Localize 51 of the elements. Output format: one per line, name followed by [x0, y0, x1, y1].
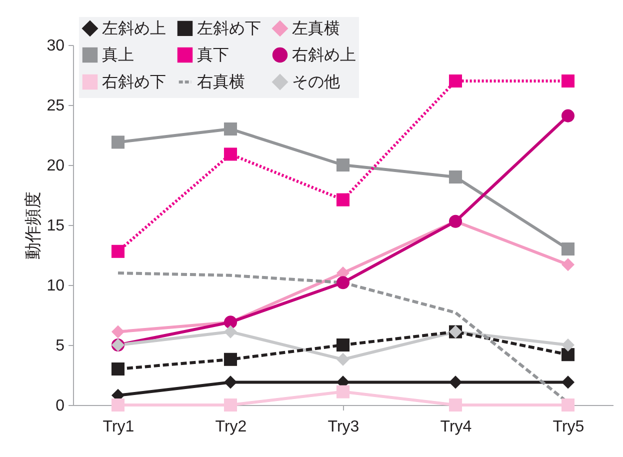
point [561, 258, 575, 272]
legend-label: 左真横 [292, 19, 340, 38]
point [224, 352, 238, 366]
legend-label: 右斜め上 [292, 46, 356, 64]
point [224, 325, 238, 338]
point [448, 376, 462, 389]
y-tick-label: 10 [46, 278, 65, 294]
legend-label: 真下 [197, 46, 229, 64]
point [224, 376, 238, 389]
point [336, 193, 350, 206]
point [111, 244, 125, 258]
point [111, 325, 125, 338]
legend-label: 右斜め下 [102, 74, 166, 91]
y-axis-title: 動作頻度 [24, 192, 43, 260]
y-tick-label: 5 [56, 338, 65, 354]
point [561, 376, 575, 389]
legend-label: 左斜め上 [102, 19, 166, 38]
x-tick-label: Try2 [215, 418, 247, 436]
point [561, 109, 575, 122]
point [336, 352, 350, 366]
point [561, 338, 575, 352]
point [224, 122, 238, 136]
point [561, 74, 575, 88]
point [336, 338, 350, 352]
x-tick-label: Try3 [328, 418, 360, 436]
x-tick-label: Try1 [102, 418, 134, 436]
legend-label: 右真横 [197, 73, 245, 91]
y-tick-label: 0 [56, 398, 65, 414]
point [561, 242, 575, 256]
point [448, 170, 462, 184]
x-tick-label: Try5 [552, 418, 584, 436]
point [336, 276, 350, 290]
point [448, 74, 462, 88]
point [111, 362, 125, 376]
point [224, 398, 238, 412]
point [336, 158, 350, 172]
point [448, 398, 462, 412]
y-tick-label: 25 [46, 98, 65, 114]
point [561, 398, 575, 412]
point [111, 136, 125, 149]
y-tick-label: 15 [46, 218, 65, 234]
y-tick-label: 30 [46, 38, 65, 54]
legend-label: その他 [292, 74, 340, 91]
point [336, 385, 350, 398]
point [111, 398, 125, 412]
point [224, 148, 238, 161]
y-tick-label: 20 [46, 158, 65, 174]
legend-label: 左斜め下 [197, 20, 261, 38]
point [561, 348, 575, 362]
x-tick-label: Try4 [440, 418, 472, 436]
legend-label: 真上 [102, 46, 134, 64]
